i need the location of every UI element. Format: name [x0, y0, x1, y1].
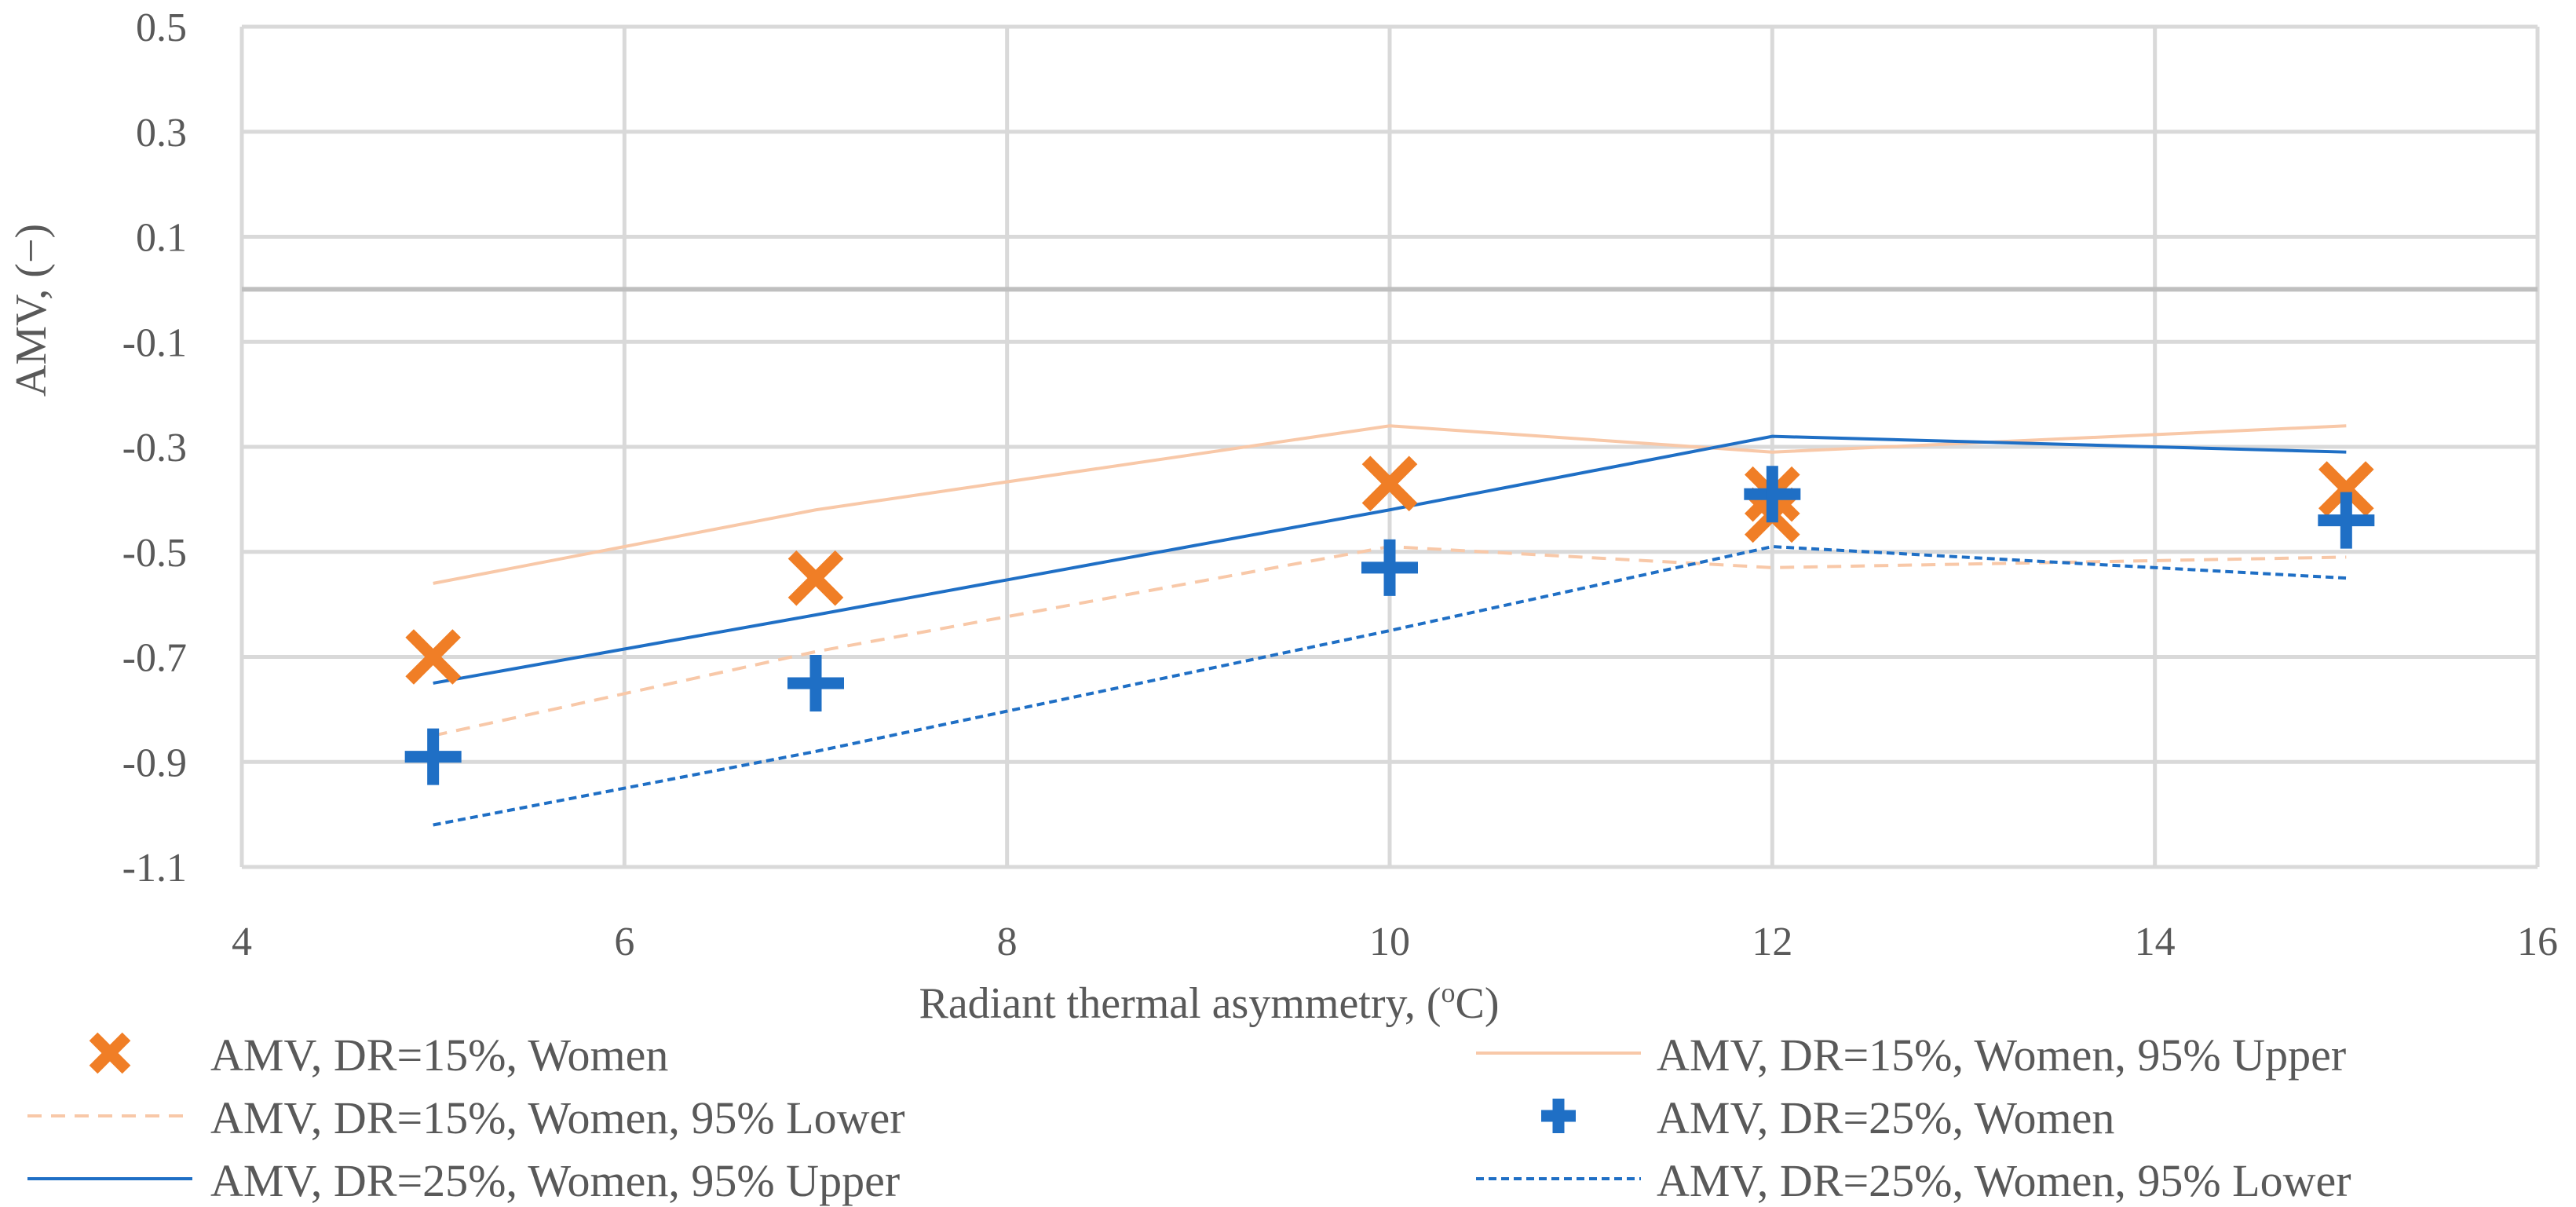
legend-entry: AMV, DR=15%, Women, 95% Upper — [1476, 1030, 2346, 1081]
x-tick-label: 6 — [614, 920, 634, 964]
legend-label: AMV, DR=25%, Women, 95% Lower — [1657, 1155, 2351, 1206]
legend-label: AMV, DR=15%, Women, 95% Upper — [1657, 1030, 2346, 1081]
legend: AMV, DR=15%, Women AMV, DR=15%, Women, 95… — [27, 1030, 2351, 1206]
y-axis-label: AMV, (−) — [7, 224, 56, 397]
data-point-plus — [2318, 492, 2375, 549]
series-line-1 — [433, 424, 2347, 585]
data-point-x — [1361, 455, 1418, 512]
y-tick-label: -0.3 — [122, 426, 187, 470]
y-tick-labels: 0.5 0.3 0.1 -0.1 -0.3 -0.5 -0.7 -0.9 -1.1 — [122, 5, 187, 891]
y-tick-label: 0.3 — [136, 111, 187, 155]
x-stroke-b — [787, 550, 844, 606]
data-point-plus — [1361, 539, 1418, 596]
y-tick-label: -0.5 — [122, 531, 187, 576]
legend-symbol-x — [89, 1032, 131, 1074]
x-tick-label: 8 — [997, 920, 1018, 964]
y-tick-label: -0.7 — [122, 636, 187, 681]
legend-label: AMV, DR=15%, Women, 95% Lower — [210, 1092, 905, 1143]
series-layer — [404, 424, 2375, 827]
y-tick-label: -1.1 — [122, 846, 187, 891]
y-tick-label: -0.1 — [122, 320, 187, 365]
x-tick-label: 4 — [232, 920, 252, 964]
data-point-plus — [787, 654, 844, 711]
x-tick-label: 10 — [1369, 920, 1410, 964]
x-stroke-b — [2318, 461, 2374, 517]
legend-label: AMV, DR=15%, Women — [210, 1030, 668, 1081]
legend-label: AMV, DR=25%, Women, 95% Upper — [210, 1155, 900, 1206]
legend-symbol-plus — [1541, 1099, 1576, 1133]
legend-entry: AMV, DR=25%, Women, 95% Lower — [1476, 1155, 2351, 1206]
data-point-plus — [1744, 466, 1801, 523]
y-tick-label: 0.5 — [136, 5, 187, 50]
legend-label: AMV, DR=25%, Women — [1657, 1092, 2114, 1143]
legend-entry: AMV, DR=15%, Women, 95% Lower — [27, 1092, 905, 1143]
series-line-4 — [433, 434, 2347, 685]
y-tick-label: -0.9 — [122, 741, 187, 785]
data-point-x — [787, 550, 844, 606]
x-tick-label: 12 — [1752, 920, 1792, 964]
x-tick-label: 14 — [2135, 920, 2176, 964]
x-stroke-b — [1361, 455, 1418, 512]
data-point-x — [2318, 461, 2374, 517]
legend-entry: AMV, DR=25%, Women, 95% Upper — [27, 1155, 900, 1206]
legend-entry: AMV, DR=15%, Women — [89, 1030, 668, 1081]
series-line-5 — [433, 545, 2347, 827]
x-tick-label: 16 — [2517, 920, 2558, 964]
x-tick-labels: 4 6 8 10 12 14 16 — [232, 920, 2558, 964]
legend-entry: AMV, DR=25%, Women — [1541, 1092, 2114, 1143]
data-point-x — [405, 629, 461, 685]
x-stroke-b — [405, 629, 461, 685]
x-stroke-b — [89, 1032, 131, 1074]
data-point-plus — [404, 728, 462, 785]
y-tick-label: 0.1 — [136, 216, 187, 261]
x-axis-label: Radiant thermal asymmetry, (oC) — [919, 977, 1499, 1028]
